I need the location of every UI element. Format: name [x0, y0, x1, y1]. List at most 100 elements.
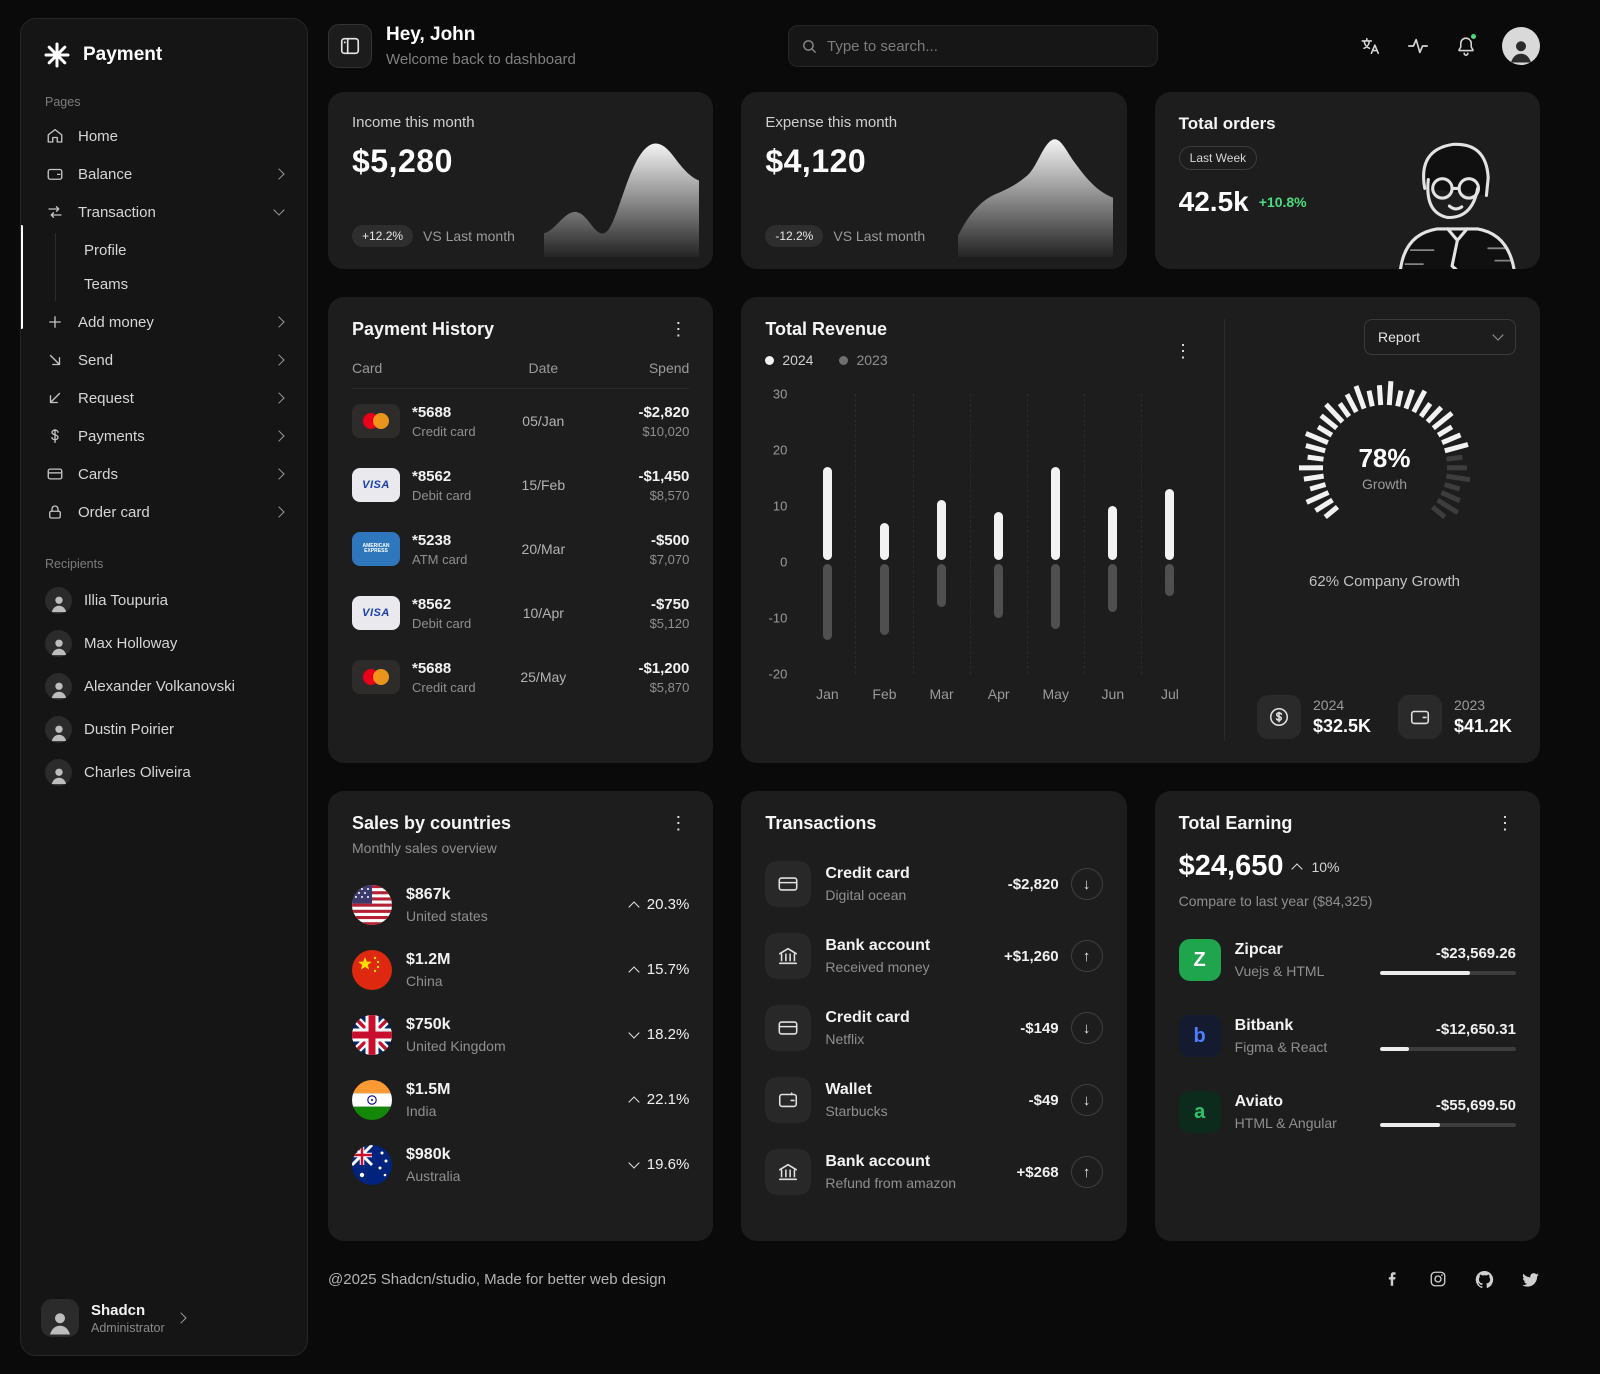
recipient-item[interactable]: Dustin Poirier: [37, 708, 291, 751]
expense-sparkline-chart: [957, 139, 1113, 257]
kebab-menu-icon[interactable]: ⋮: [1496, 813, 1514, 833]
orders-period-badge: Last Week: [1178, 146, 1258, 170]
revenue-ytick: 20: [772, 442, 788, 458]
earning-name: Bitbank: [1234, 1017, 1294, 1034]
recipient-item[interactable]: Illia Toupuria: [37, 579, 291, 622]
revenue-ytick: -20: [768, 666, 788, 682]
sidebar-item-payments[interactable]: Payments: [37, 417, 291, 455]
transaction-title: Bank account: [825, 1153, 931, 1170]
header: Hey, John Welcome back to dashboard: [328, 0, 1540, 68]
report-dropdown[interactable]: Report: [1364, 319, 1516, 355]
sidebar-item-home[interactable]: Home: [37, 117, 291, 155]
column-header-card: Card: [352, 360, 383, 376]
recipient-item[interactable]: Charles Oliveira: [37, 751, 291, 794]
sidebar-user-menu[interactable]: Shadcn Administrator: [37, 1291, 291, 1339]
transaction-direction-button[interactable]: ↓: [1070, 868, 1103, 900]
search-input[interactable]: [827, 37, 1145, 55]
facebook-icon[interactable]: [1382, 1269, 1402, 1289]
recipient-item[interactable]: Max Holloway: [37, 622, 291, 665]
activity-icon[interactable]: [1406, 34, 1430, 58]
revenue-bar-2024: [822, 466, 832, 560]
aviato-logo-icon: a: [1178, 1091, 1221, 1133]
revenue-xtick: Apr: [987, 686, 1010, 702]
sidebar-item-teams[interactable]: Teams: [84, 275, 129, 293]
profile-avatar[interactable]: [1502, 27, 1540, 65]
kebab-menu-icon[interactable]: ⋮: [669, 813, 688, 833]
sidebar: Payment Pages Home Balance Transaction P…: [20, 18, 308, 1356]
kebab-menu-icon[interactable]: ⋮: [669, 319, 688, 339]
earning-stack: HTML & Angular: [1234, 1115, 1337, 1131]
pages-section-label: Pages: [45, 95, 81, 109]
person-illustration: [1399, 142, 1516, 269]
transaction-direction-button[interactable]: ↑: [1070, 1156, 1103, 1188]
payment-date: 10/Apr: [522, 605, 564, 621]
sidebar-item-transaction[interactable]: Transaction: [37, 193, 291, 231]
greeting-subtitle: Welcome back to dashboard: [386, 51, 576, 68]
chevron-right-icon: [174, 1312, 187, 1324]
recipient-item[interactable]: Alexander Volkanovski: [37, 665, 291, 708]
revenue-bar-group: Jun: [1083, 394, 1141, 702]
visa-icon: VISA: [352, 596, 400, 630]
notification-badge: [1469, 32, 1478, 41]
app-logo: Payment: [37, 41, 291, 69]
amex-icon: American Express: [352, 532, 400, 566]
transaction-direction-button[interactable]: ↓: [1070, 1084, 1103, 1116]
twitter-icon[interactable]: [1520, 1269, 1540, 1289]
transaction-title: Bank account: [825, 937, 931, 954]
revenue-bar-group: Jul: [1140, 394, 1198, 702]
revenue-summary-2023: 2023 $41.2K: [1397, 695, 1512, 739]
instagram-icon[interactable]: [1428, 1269, 1448, 1289]
transaction-row: Bank account Refund from amazon +$268 ↑: [765, 1136, 1103, 1208]
sidebar-item-send[interactable]: Send: [37, 341, 291, 379]
workspace-icon[interactable]: [328, 24, 372, 68]
revenue-xtick: Jul: [1160, 686, 1179, 702]
sidebar-item-cards[interactable]: Cards: [37, 455, 291, 493]
chevron-right-icon: [273, 392, 285, 404]
transaction-direction-button[interactable]: ↑: [1070, 940, 1103, 972]
earning-row: a Aviato HTML & Angular -$55,699.50: [1178, 1091, 1516, 1133]
app-title: Payment: [83, 44, 163, 65]
chevron-down-icon: [1492, 329, 1504, 341]
report-label: Report: [1378, 329, 1421, 345]
gauge-label: Growth: [1361, 475, 1408, 492]
spend-amount: -$750: [650, 595, 690, 613]
credit-card-icon: [765, 861, 812, 907]
transaction-subtitle: Netflix: [825, 1031, 865, 1047]
kebab-menu-icon[interactable]: ⋮: [1174, 341, 1192, 361]
active-section-indicator: [21, 225, 23, 329]
sidebar-item-order-card[interactable]: Order card: [37, 493, 291, 531]
earning-row: Z Zipcar Vuejs & HTML -$23,569.26: [1178, 939, 1516, 981]
mastercard-icon: [352, 660, 400, 694]
sidebar-item-profile[interactable]: Profile: [84, 241, 127, 259]
credit-card-icon: [45, 465, 65, 483]
earning-stack: Figma & React: [1234, 1039, 1328, 1055]
y-axis: 30 20 10 0 -10 -20: [765, 387, 799, 682]
transaction-amount: -$149: [1020, 1019, 1059, 1037]
sidebar-item-request[interactable]: Request: [37, 379, 291, 417]
transaction-direction-button[interactable]: ↓: [1070, 1012, 1103, 1044]
revenue-bar-2024: [937, 500, 947, 560]
card-type: Debit card: [412, 615, 472, 631]
translate-icon[interactable]: [1358, 34, 1382, 58]
gauge-value: 78%: [1358, 442, 1411, 473]
sales-value: $750k: [406, 1015, 451, 1033]
income-compare-label: VS Last month: [423, 228, 515, 244]
sidebar-item-add-money[interactable]: Add money: [37, 303, 291, 341]
sidebar-item-balance[interactable]: Balance: [37, 155, 291, 193]
revenue-bar-2024: [1108, 506, 1118, 560]
transaction-amount: +$1,260: [1004, 947, 1059, 965]
notifications-bell-icon[interactable]: [1454, 32, 1478, 58]
github-icon[interactable]: [1474, 1269, 1494, 1289]
transactions-title: Transactions: [765, 813, 877, 833]
card-number: *5688: [412, 403, 452, 421]
sales-country: Australia: [406, 1167, 461, 1184]
revenue-bar-group: Mar: [912, 394, 970, 702]
arrow-down-right-icon: [45, 351, 65, 369]
earning-row: b Bitbank Figma & React -$12,650.31: [1178, 1015, 1516, 1057]
revenue-bar-2023: [994, 564, 1004, 618]
card-number: *5238: [412, 531, 452, 549]
payment-date: 05/Jan: [522, 413, 565, 429]
dollar-icon: [45, 427, 65, 445]
revenue-ytick: -10: [768, 610, 788, 626]
avatar: [45, 630, 72, 657]
